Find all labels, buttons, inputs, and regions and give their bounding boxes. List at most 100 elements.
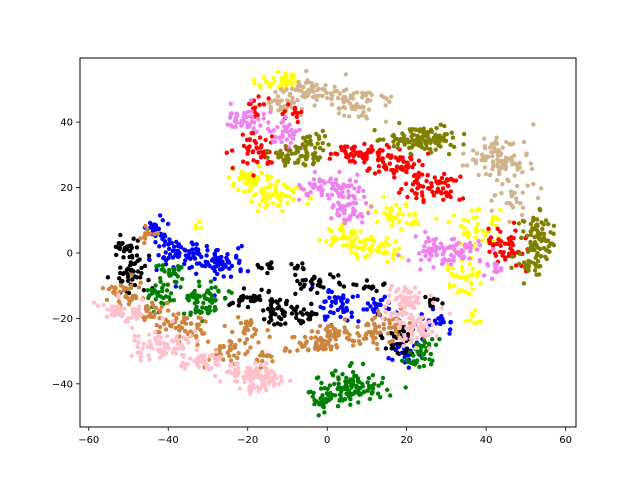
scatter-point — [286, 102, 291, 107]
scatter-point — [283, 346, 288, 351]
scatter-point — [500, 182, 505, 187]
scatter-point — [118, 308, 123, 313]
scatter-point — [515, 164, 520, 169]
scatter-point — [491, 246, 496, 252]
scatter-point — [230, 329, 235, 335]
scatter-point — [400, 358, 405, 363]
scatter-point — [423, 294, 428, 300]
scatter-point — [342, 309, 348, 314]
scatter-point — [160, 316, 165, 321]
scatter-point — [158, 294, 163, 299]
scatter-point — [335, 295, 341, 300]
scatter-point — [475, 222, 480, 227]
scatter-point — [399, 300, 404, 306]
point-cluster — [255, 260, 274, 276]
scatter-point — [312, 402, 317, 407]
scatter-point — [528, 245, 533, 250]
scatter-point — [508, 236, 513, 242]
scatter-point — [340, 97, 345, 102]
scatter-point — [155, 231, 161, 236]
scatter-point — [169, 338, 174, 343]
point-cluster — [329, 201, 371, 226]
scatter-point — [347, 178, 353, 183]
scatter-point — [278, 148, 283, 154]
scatter-point — [400, 294, 405, 299]
scatter-point — [158, 276, 163, 281]
scatter-point — [182, 247, 187, 252]
scatter-point — [529, 166, 535, 172]
scatter-point — [313, 155, 319, 160]
scatter-point — [254, 112, 260, 117]
scatter-point — [248, 101, 253, 107]
scatter-point — [470, 266, 475, 272]
scatter-point — [126, 290, 132, 296]
scatter-point — [398, 304, 403, 309]
scatter-point — [289, 311, 295, 316]
scatter-point — [278, 374, 284, 379]
scatter-point — [535, 233, 541, 238]
scatter-point — [508, 156, 514, 161]
point-cluster — [396, 229, 496, 272]
scatter-point — [426, 341, 432, 347]
point-cluster — [293, 272, 347, 296]
scatter-point — [181, 311, 187, 316]
scatter-point — [364, 278, 370, 283]
point-cluster — [225, 98, 273, 134]
scatter-point — [333, 177, 339, 182]
scatter-point — [106, 287, 112, 292]
x-tick-label: 60 — [559, 435, 572, 446]
scatter-point — [161, 282, 166, 288]
scatter-point — [236, 370, 241, 375]
scatter-point — [507, 141, 512, 147]
scatter-point — [453, 178, 459, 183]
scatter-point — [358, 341, 363, 346]
scatter-point — [435, 186, 441, 191]
scatter-point — [518, 201, 523, 206]
scatter-point — [368, 248, 373, 253]
scatter-point — [521, 260, 527, 265]
scatter-point — [391, 325, 397, 330]
scatter-point — [266, 96, 271, 101]
scatter-point — [439, 261, 445, 267]
scatter-point — [182, 261, 187, 267]
scatter-point — [342, 397, 348, 402]
scatter-point — [337, 398, 342, 403]
scatter-point — [313, 145, 318, 150]
x-tick-label: 40 — [480, 435, 493, 446]
scatter-point — [318, 396, 323, 401]
x-tick-label: −20 — [237, 435, 258, 446]
scatter-point — [278, 81, 284, 87]
point-cluster — [249, 182, 313, 214]
scatter-point — [384, 236, 390, 241]
scatter-point — [328, 344, 333, 349]
scatter-point — [327, 383, 333, 388]
scatter-point — [296, 79, 301, 85]
scatter-point — [265, 270, 270, 276]
scatter-point — [534, 244, 540, 249]
scatter-point — [339, 389, 344, 394]
scatter-point — [134, 253, 140, 258]
scatter-point — [159, 300, 164, 305]
scatter-point — [342, 317, 348, 322]
scatter-point — [365, 97, 370, 102]
scatter-point — [505, 156, 510, 161]
scatter-point — [241, 374, 246, 379]
scatter-point — [381, 322, 386, 327]
scatter-point — [294, 185, 299, 191]
scatter-point — [322, 385, 327, 391]
scatter-point — [309, 335, 314, 341]
scatter-point — [236, 303, 241, 308]
scatter-point — [361, 307, 366, 312]
scatter-point — [537, 272, 542, 277]
scatter-point — [327, 295, 332, 300]
scatter-point — [468, 243, 474, 248]
scatter-point — [476, 206, 482, 212]
scatter-point — [261, 308, 266, 313]
scatter-point — [498, 151, 504, 156]
scatter-point — [250, 149, 255, 155]
scatter-point — [494, 215, 499, 220]
scatter-point — [325, 314, 330, 319]
scatter-point — [126, 316, 131, 321]
scatter-point — [323, 346, 328, 352]
scatter-point — [372, 300, 377, 306]
